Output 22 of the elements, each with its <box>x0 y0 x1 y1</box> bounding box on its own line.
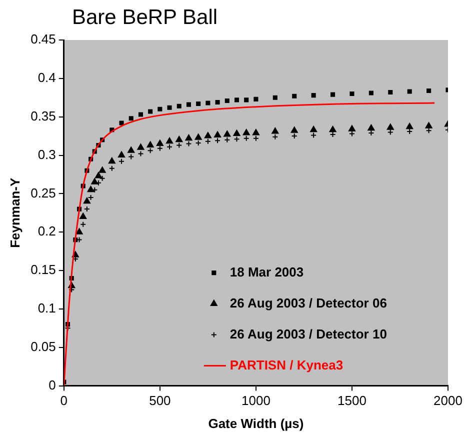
legend-label: 26 Aug 2003 / Detector 10 <box>230 326 387 342</box>
y-tick-label: 0 <box>48 377 56 392</box>
y-tick-label: 0.45 <box>30 32 56 47</box>
x-axis-title: Gate Width (µs) <box>208 416 304 431</box>
x-tick-label: 1000 <box>241 393 270 408</box>
x-tick-label: 2000 <box>434 393 462 408</box>
y-tick-label: 0.35 <box>30 108 56 124</box>
y-tick-label: 0.2 <box>38 224 56 239</box>
legend-label: 26 Aug 2003 / Detector 06 <box>230 295 387 310</box>
chart-title: Bare BeRP Ball <box>72 6 218 30</box>
y-tick-label: 0.15 <box>30 262 56 278</box>
x-tick-label: 1500 <box>338 393 366 408</box>
y-tick-label: 0.05 <box>30 338 56 354</box>
x-tick-label: 0 <box>60 393 68 408</box>
y-axis-title: Feynman-Y <box>7 178 22 248</box>
y-tick-label: 0.4 <box>38 70 56 85</box>
legend-label: 18 Mar 2003 <box>230 264 304 280</box>
legend-label: PARTISN / Kynea3 <box>230 357 344 372</box>
y-tick-label: 0.3 <box>38 146 56 162</box>
y-tick-label: 0.1 <box>38 300 56 316</box>
x-tick-label: 500 <box>149 393 171 408</box>
y-tick-label: 0.25 <box>30 185 56 200</box>
